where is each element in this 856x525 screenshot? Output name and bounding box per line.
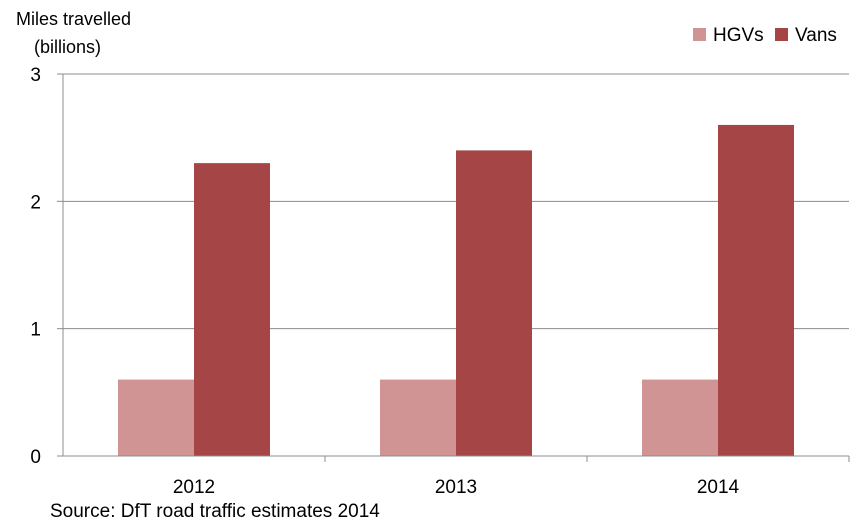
y-tick-labels: 0 1 2 3 bbox=[30, 65, 41, 468]
bars bbox=[118, 124, 794, 456]
bar-hgvs-2012 bbox=[118, 379, 194, 456]
bar-hgvs-2013 bbox=[380, 379, 456, 456]
legend-label-hgvs: HGVs bbox=[713, 25, 764, 46]
axes bbox=[57, 73, 850, 462]
x-tick-label: 2012 bbox=[173, 477, 215, 498]
bar-vans-2013 bbox=[456, 150, 532, 456]
legend-swatch-vans bbox=[775, 28, 788, 41]
y-tick-label: 1 bbox=[30, 320, 41, 341]
y-tick-label: 0 bbox=[30, 447, 41, 468]
bar-hgvs-2014 bbox=[642, 379, 718, 456]
x-tick-labels: 2012 2013 2014 bbox=[173, 477, 740, 498]
y-tick-label: 2 bbox=[30, 192, 41, 213]
x-tick-label: 2013 bbox=[435, 477, 477, 498]
y-tick-label: 3 bbox=[30, 65, 41, 86]
bar-vans-2012 bbox=[194, 163, 270, 456]
y-axis-title: Miles travelled (billions) bbox=[16, 9, 131, 57]
legend-label-vans: Vans bbox=[795, 25, 837, 46]
x-tick-label: 2014 bbox=[697, 477, 740, 498]
source-note: Source: DfT road traffic estimates 2014 bbox=[50, 501, 380, 522]
legend: HGVs Vans bbox=[693, 25, 837, 46]
y-axis-title-line-1: Miles travelled bbox=[16, 9, 131, 29]
legend-swatch-hgvs bbox=[693, 28, 706, 41]
bar-vans-2014 bbox=[718, 124, 794, 456]
y-axis-title-line-2: (billions) bbox=[34, 37, 101, 57]
